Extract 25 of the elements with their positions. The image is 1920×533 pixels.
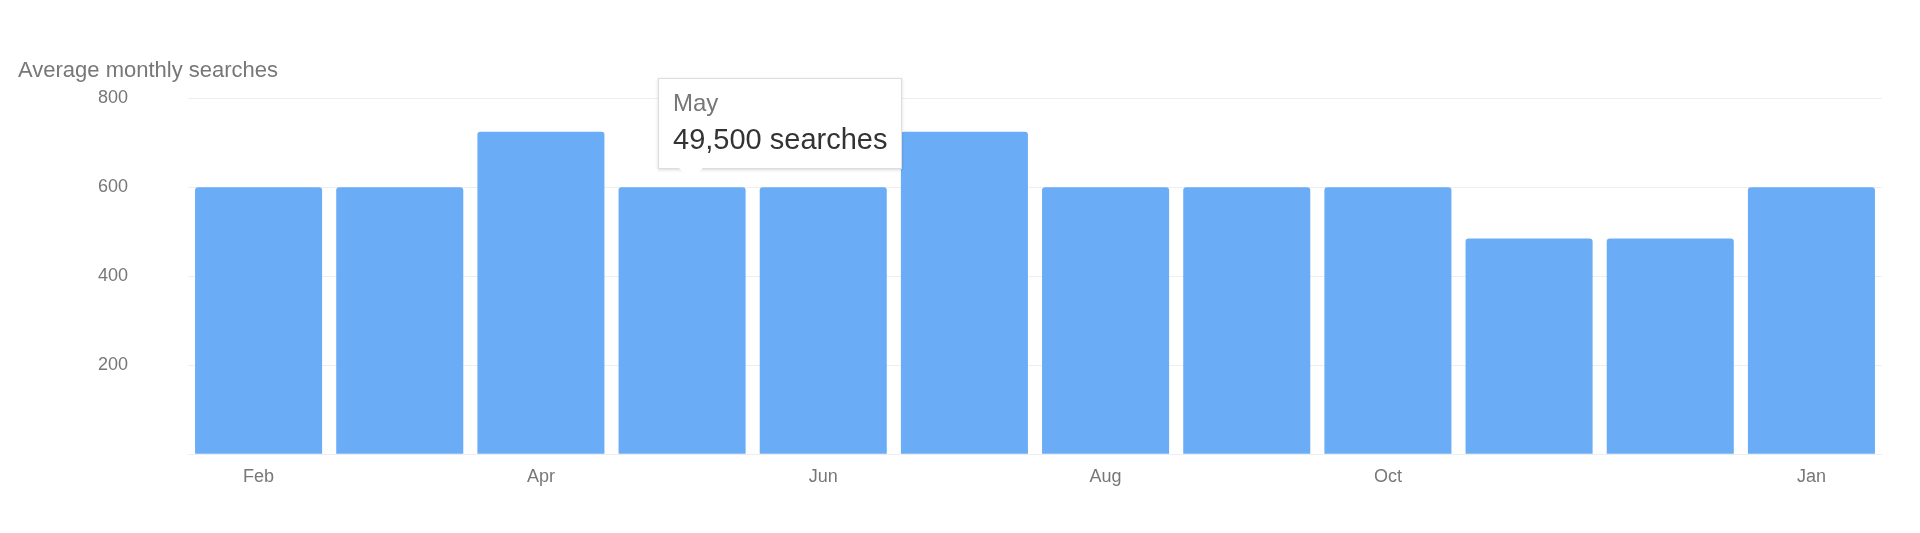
bar — [759, 187, 887, 454]
bar — [477, 131, 605, 454]
bar — [1042, 187, 1170, 454]
y-tick-label: 800 — [97, 87, 128, 108]
bar — [618, 187, 746, 454]
x-tick-label: Feb — [243, 465, 275, 486]
x-tick-label: Apr — [526, 465, 555, 486]
bar — [1606, 238, 1734, 454]
bar — [1465, 238, 1593, 454]
bar — [1747, 187, 1875, 454]
chart-title: Average monthly searches — [18, 57, 279, 83]
annotation: May — [673, 89, 720, 117]
y-tick-label: 600 — [97, 176, 128, 197]
x-tick-label: Oct — [1373, 465, 1402, 486]
x-tick-label: Jan — [1796, 465, 1826, 486]
bar — [336, 187, 464, 454]
y-tick-label: 200 — [97, 354, 128, 375]
bar — [1324, 187, 1452, 454]
x-tick-label: Jun — [808, 465, 838, 486]
bar — [195, 187, 323, 454]
annotation: 49,500 searches — [673, 123, 888, 156]
bar — [1183, 187, 1311, 454]
bar — [900, 131, 1028, 454]
x-tick-label: Aug — [1089, 465, 1122, 486]
y-tick-label: 400 — [97, 265, 128, 286]
